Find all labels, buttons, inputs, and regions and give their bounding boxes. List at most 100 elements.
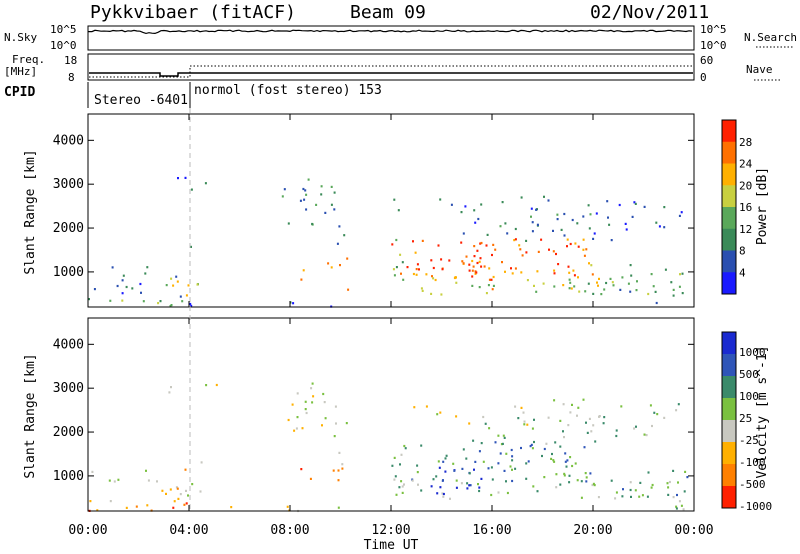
- heatmap-cell: [425, 273, 428, 276]
- heatmap-cell: [647, 292, 650, 296]
- heatmap-cell: [525, 251, 528, 254]
- heatmap-cell: [678, 500, 681, 503]
- colorbar-segment: [722, 141, 736, 164]
- heatmap-cell: [281, 195, 284, 198]
- x-tick-label: 04:00: [169, 523, 208, 538]
- heatmap-cell: [530, 215, 532, 218]
- heatmap-cell: [653, 411, 656, 414]
- x-tick-label: 00:00: [68, 523, 107, 538]
- heatmap-cell: [286, 505, 289, 508]
- heatmap-cell: [552, 250, 555, 253]
- heatmap-cell: [341, 463, 344, 466]
- heatmap-cell: [588, 227, 591, 230]
- heatmap-cell: [629, 488, 632, 492]
- heatmap-cell: [421, 289, 424, 292]
- heatmap-cell: [145, 469, 147, 472]
- heatmap-cell: [397, 209, 400, 212]
- heatmap-cell: [568, 278, 571, 281]
- velocity-colorbar-label: Velocity [m s^-1]: [755, 345, 770, 478]
- heatmap-cell: [315, 203, 318, 206]
- heatmap-cell: [465, 457, 468, 460]
- heatmap-cell: [502, 434, 505, 437]
- heatmap-cell: [305, 208, 308, 211]
- heatmap-cell: [455, 415, 458, 418]
- heatmap-cell: [172, 284, 175, 287]
- heatmap-cell: [492, 284, 495, 287]
- heatmap-cell: [568, 271, 571, 274]
- heatmap-cell: [567, 424, 570, 427]
- heatmap-cell: [121, 279, 124, 282]
- colorbar-segment: [722, 207, 736, 230]
- heatmap-cell: [533, 284, 535, 287]
- heatmap-cell: [672, 294, 675, 297]
- heatmap-cell: [667, 486, 670, 489]
- heatmap-cell: [450, 203, 453, 206]
- heatmap-cell: [535, 290, 538, 293]
- heatmap-cell: [541, 454, 543, 458]
- heatmap-cell: [611, 281, 614, 284]
- y-tick-label: 2000: [53, 425, 84, 440]
- heatmap-cell: [568, 481, 571, 484]
- heatmap-cell: [322, 392, 325, 396]
- heatmap-cell: [125, 285, 128, 289]
- heatmap-cell: [547, 199, 550, 202]
- heatmap-cell: [556, 218, 559, 221]
- heatmap-cell: [455, 281, 458, 284]
- heatmap-cell: [573, 274, 576, 277]
- heatmap-cell: [499, 452, 502, 455]
- heatmap-cell: [548, 248, 550, 251]
- heatmap-cell: [615, 491, 618, 494]
- heatmap-cell: [525, 462, 528, 465]
- heatmap-cell: [514, 467, 517, 470]
- heatmap-cell: [552, 459, 555, 462]
- heatmap-cell: [563, 212, 566, 216]
- heatmap-cell: [526, 279, 529, 282]
- heatmap-cell: [335, 422, 337, 425]
- heatmap-cell: [592, 424, 595, 427]
- heatmap-cell: [165, 284, 168, 287]
- heatmap-cell: [590, 264, 593, 267]
- heatmap-cell: [663, 206, 666, 209]
- heatmap-cell: [635, 425, 637, 428]
- heatmap-cell: [635, 289, 638, 292]
- heatmap-cell: [555, 473, 558, 476]
- heatmap-cell: [471, 259, 474, 263]
- nsky-tick-bottom: 10^0: [50, 39, 77, 52]
- heatmap-cell: [587, 204, 590, 207]
- heatmap-cell: [645, 434, 648, 437]
- heatmap-cell: [442, 460, 445, 463]
- heatmap-cell: [531, 427, 534, 430]
- heatmap-cell: [420, 287, 423, 290]
- heatmap-cell: [564, 460, 567, 463]
- heatmap-cell: [656, 413, 659, 416]
- heatmap-cell: [421, 239, 424, 242]
- heatmap-cell: [345, 422, 348, 425]
- heatmap-cell: [563, 474, 566, 477]
- heatmap-cell: [681, 292, 684, 295]
- heatmap-cell: [553, 272, 556, 275]
- heatmap-cell: [568, 287, 571, 290]
- heatmap-cell: [420, 489, 423, 492]
- heatmap-cell: [139, 282, 142, 286]
- heatmap-cell: [533, 440, 535, 444]
- heatmap-cell: [629, 290, 632, 293]
- heatmap-cell: [312, 395, 315, 398]
- heatmap-cell: [566, 459, 569, 462]
- heatmap-cell: [577, 406, 580, 409]
- heatmap-cell: [485, 244, 488, 247]
- heatmap-cell: [602, 422, 605, 425]
- heatmap-cell: [93, 288, 96, 291]
- colorbar-tick-label: 24: [739, 158, 753, 171]
- power-ylabel: Slant Range [km]: [23, 149, 38, 274]
- colorbar-tick-label: -1000: [739, 500, 772, 513]
- heatmap-cell: [339, 264, 341, 267]
- heatmap-cell: [477, 217, 480, 221]
- heatmap-cell: [480, 477, 483, 480]
- heatmap-cell: [437, 244, 440, 247]
- heatmap-cell: [567, 265, 570, 268]
- heatmap-cell: [520, 196, 523, 199]
- heatmap-cell: [589, 213, 592, 216]
- heatmap-cell: [334, 405, 337, 408]
- heatmap-cell: [184, 176, 187, 179]
